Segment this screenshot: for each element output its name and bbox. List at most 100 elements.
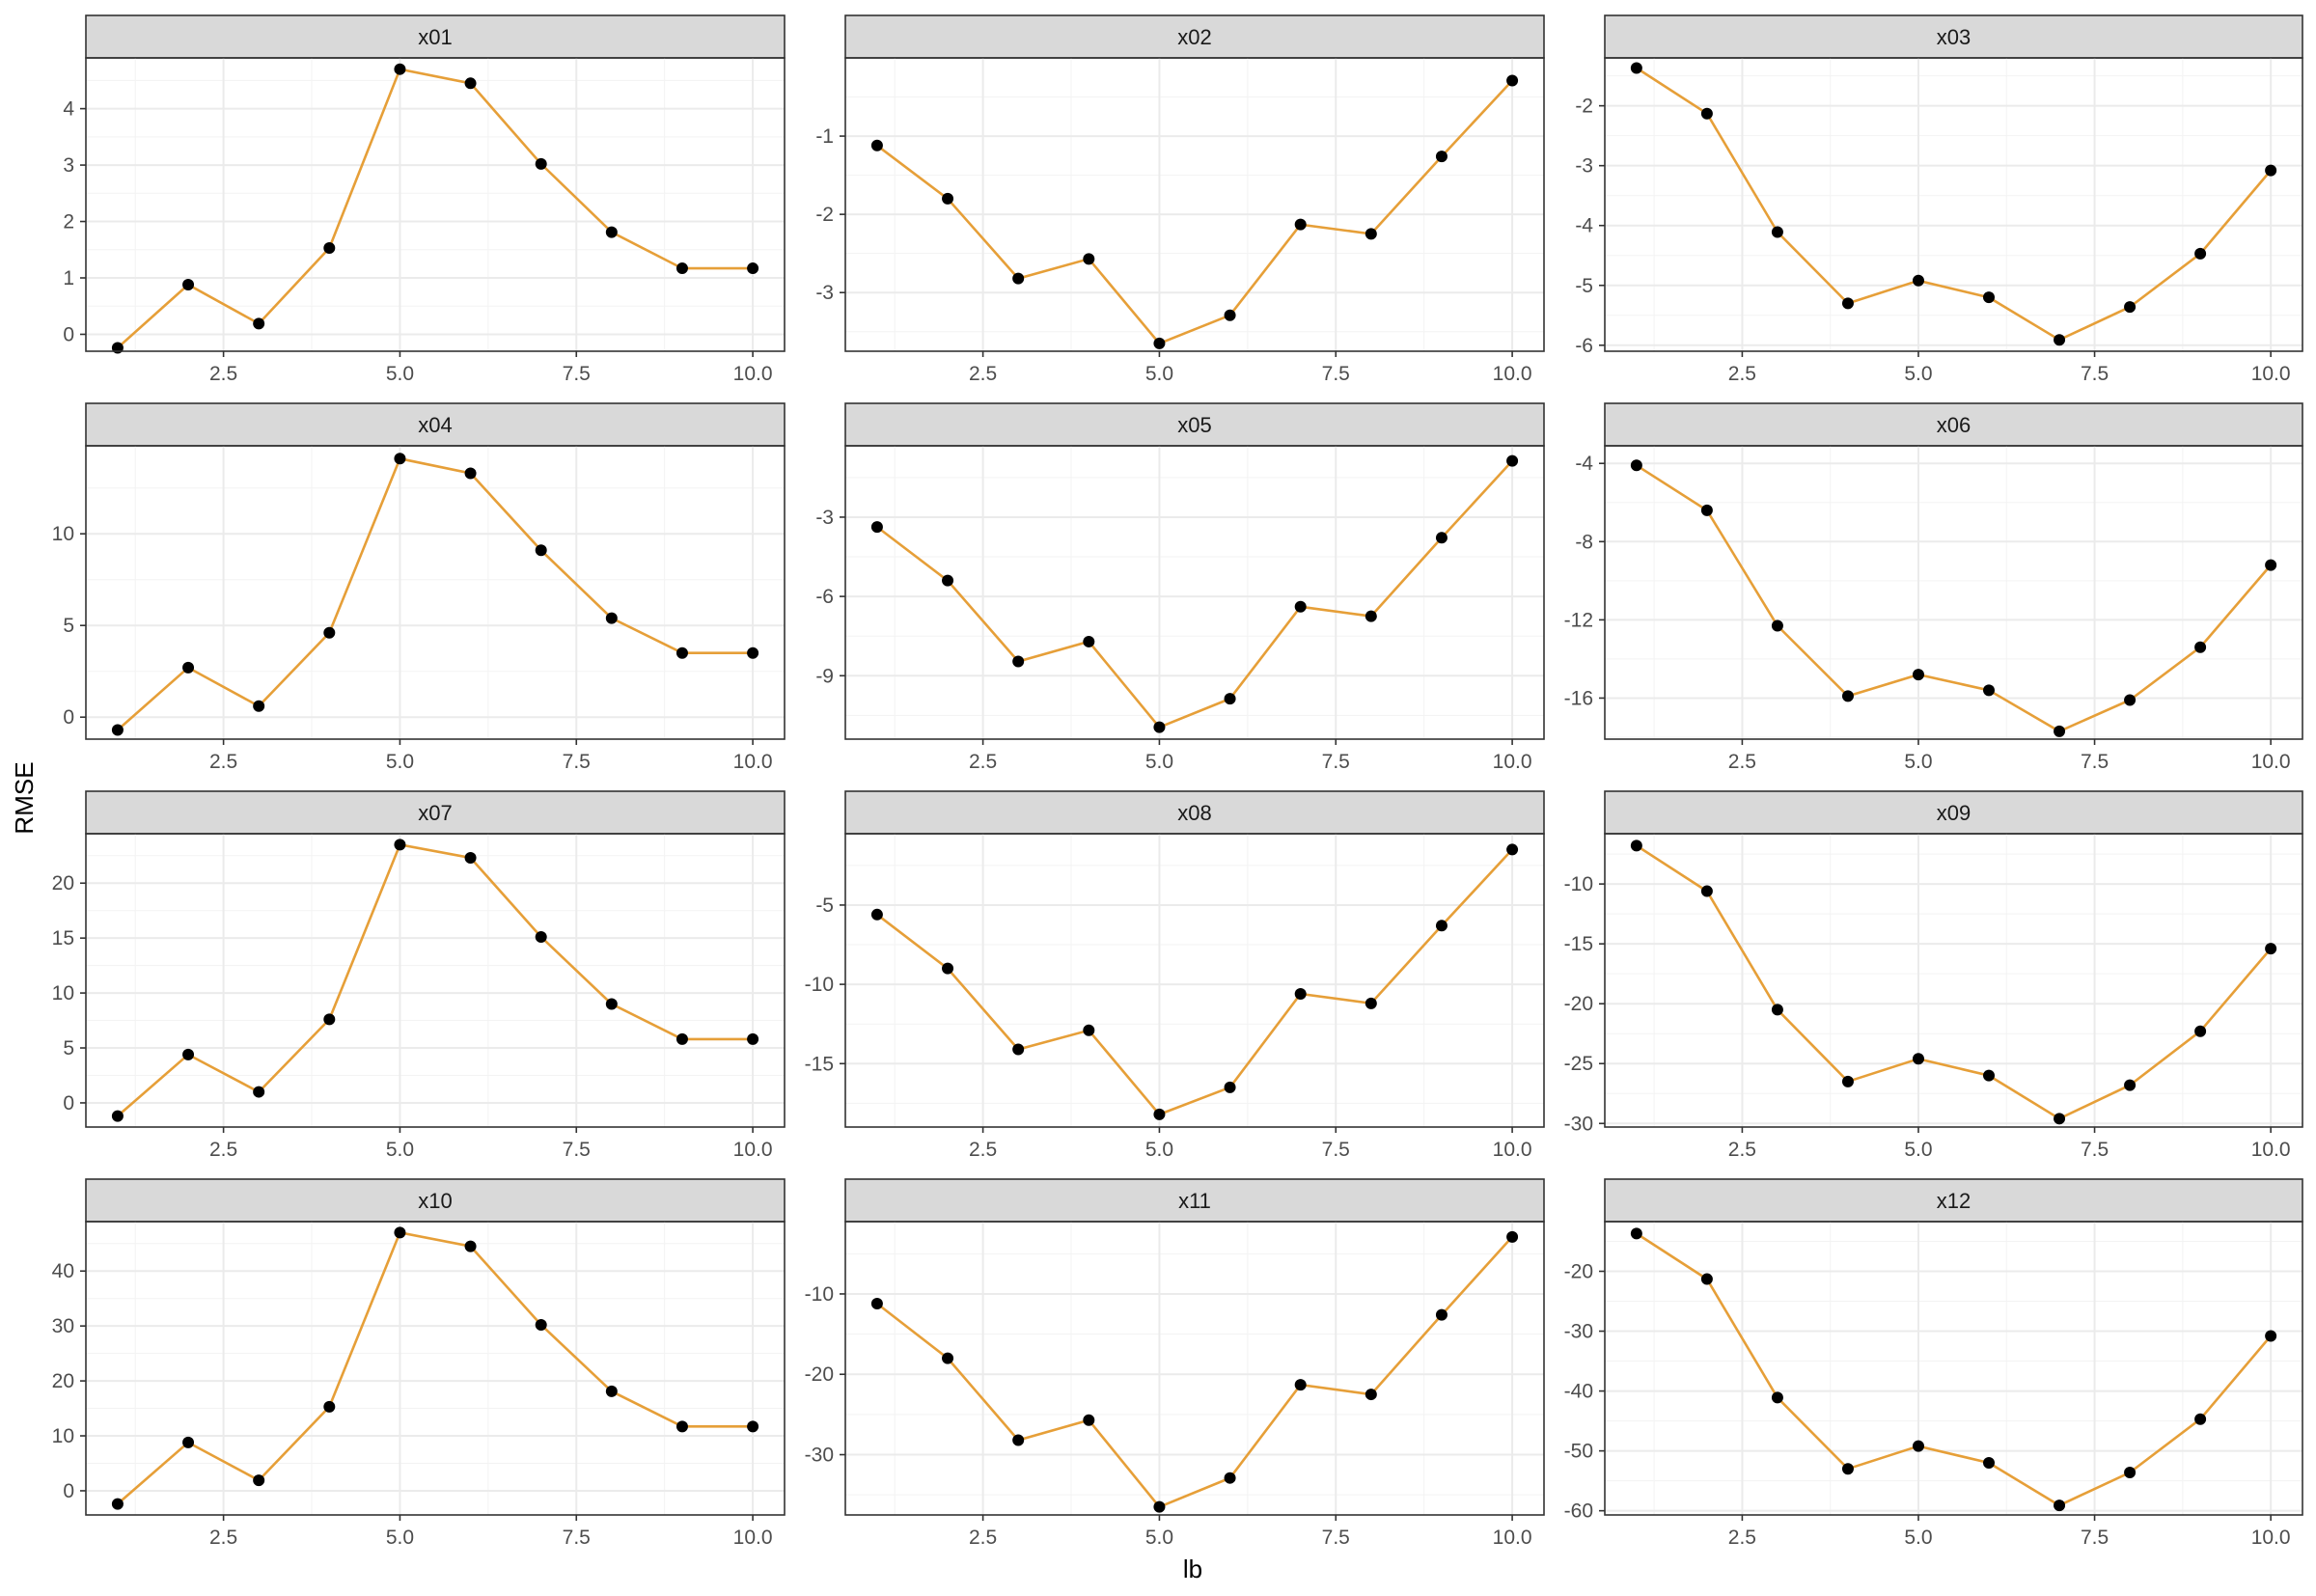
data-point bbox=[942, 962, 954, 975]
x-tick-label: 5.0 bbox=[386, 1527, 414, 1549]
data-point bbox=[1365, 228, 1377, 240]
y-tick-label: -30 bbox=[1564, 1321, 1593, 1343]
data-point bbox=[1153, 1500, 1166, 1513]
x-tick-label: 2.5 bbox=[209, 363, 237, 385]
series-line-x09 bbox=[1636, 844, 2273, 1120]
facet-panel-x03: x03 2.5 5.0 7.5 10.0 -6 -5 -4 -3 -2 bbox=[1575, 14, 2303, 385]
y-tick-label: 0 bbox=[63, 706, 74, 729]
series-line-x08 bbox=[876, 848, 1514, 1116]
data-point bbox=[942, 192, 954, 205]
y-tick-label: 3 bbox=[63, 154, 74, 177]
y-tick-label: 20 bbox=[52, 872, 74, 894]
data-point bbox=[464, 1240, 477, 1252]
data-point bbox=[2054, 334, 2066, 346]
data-point bbox=[1435, 532, 1448, 544]
facet-strip-label: x03 bbox=[1937, 25, 1971, 49]
data-point bbox=[323, 626, 336, 639]
data-point bbox=[535, 544, 547, 557]
y-tick-label: 40 bbox=[52, 1260, 74, 1282]
y-tick-label: -30 bbox=[805, 1445, 834, 1467]
data-point bbox=[2124, 1079, 2137, 1091]
data-point bbox=[2194, 247, 2207, 260]
facet-strip bbox=[85, 402, 786, 447]
data-point bbox=[111, 1110, 124, 1122]
data-point bbox=[1435, 920, 1448, 932]
data-point bbox=[182, 1436, 195, 1448]
y-tick-label: 0 bbox=[63, 1480, 74, 1502]
panel-border bbox=[85, 445, 786, 740]
x-tick-label: 5.0 bbox=[1904, 363, 1932, 385]
y-tick-label: 20 bbox=[52, 1370, 74, 1392]
facet-strip bbox=[1604, 402, 2303, 447]
data-point bbox=[253, 1474, 265, 1487]
panel-border bbox=[844, 445, 1545, 740]
data-point bbox=[1083, 1024, 1095, 1036]
x-tick-label: 7.5 bbox=[563, 751, 591, 773]
x-tick-label: 5.0 bbox=[1145, 1139, 1173, 1161]
x-tick-label: 5.0 bbox=[1145, 363, 1173, 385]
data-point bbox=[464, 77, 477, 90]
x-tick-label: 5.0 bbox=[1904, 751, 1932, 773]
facet-panel-x11: x11 2.5 5.0 7.5 10.0 -30 -20 -10 bbox=[805, 1178, 1545, 1549]
data-point bbox=[1841, 1463, 1854, 1475]
panel-border bbox=[844, 57, 1545, 352]
data-point bbox=[182, 661, 195, 674]
data-point bbox=[1435, 151, 1448, 163]
facet-strip bbox=[85, 790, 786, 835]
y-tick-label: -8 bbox=[1575, 531, 1593, 553]
data-point bbox=[870, 521, 883, 534]
x-tick-label: 10.0 bbox=[1493, 363, 1532, 385]
data-point bbox=[1630, 459, 1642, 472]
data-point bbox=[182, 279, 195, 291]
y-tick-label: -5 bbox=[1575, 275, 1593, 297]
panel-border bbox=[85, 1221, 786, 1516]
data-point bbox=[605, 226, 618, 238]
data-point bbox=[394, 63, 406, 75]
series-line-x12 bbox=[1636, 1232, 2273, 1507]
x-tick-label: 2.5 bbox=[209, 751, 237, 773]
facet-strip-label: x01 bbox=[418, 25, 452, 49]
data-point bbox=[1912, 1053, 1924, 1065]
data-point bbox=[1083, 253, 1095, 265]
x-tick-label: 5.0 bbox=[1145, 751, 1173, 773]
data-point bbox=[2124, 694, 2137, 706]
data-point bbox=[253, 317, 265, 330]
y-tick-label: -15 bbox=[805, 1053, 834, 1075]
y-tick-label: 10 bbox=[52, 982, 74, 1004]
x-tick-label: 5.0 bbox=[386, 363, 414, 385]
y-tick-label: 15 bbox=[52, 927, 74, 949]
x-tick-label: 5.0 bbox=[1904, 1527, 1932, 1549]
data-point bbox=[2194, 1025, 2207, 1037]
y-tick-label: -6 bbox=[815, 586, 834, 608]
data-point bbox=[394, 453, 406, 465]
data-point bbox=[870, 1297, 883, 1309]
data-point bbox=[1771, 619, 1783, 632]
y-tick-label: -6 bbox=[1575, 335, 1593, 357]
facet-panel-x06: x06 2.5 5.0 7.5 10.0 -16 -12 -8 -4 bbox=[1564, 402, 2303, 773]
y-tick-label: -20 bbox=[805, 1363, 834, 1386]
data-point bbox=[1365, 997, 1377, 1009]
series-line-x04 bbox=[117, 456, 754, 731]
data-point bbox=[870, 139, 883, 151]
x-tick-label: 10.0 bbox=[733, 751, 773, 773]
x-tick-label: 10.0 bbox=[2251, 751, 2291, 773]
facet-strip bbox=[85, 1178, 786, 1223]
facet-panel-x07: x07 2.5 5.0 7.5 10.0 0 5 10 15 20 bbox=[52, 790, 786, 1161]
data-point bbox=[111, 1498, 124, 1510]
data-point bbox=[1700, 885, 1713, 897]
facet-panel-x01: x01 2.5 5.0 7.5 10.0 0 1 2 3 4 bbox=[63, 14, 786, 385]
data-point bbox=[1771, 226, 1783, 238]
data-point bbox=[1983, 291, 1996, 304]
data-point bbox=[1983, 684, 1996, 697]
data-point bbox=[1912, 1440, 1924, 1452]
data-point bbox=[2265, 164, 2277, 177]
panel-border bbox=[85, 57, 786, 352]
x-tick-label: 7.5 bbox=[563, 363, 591, 385]
panel-border bbox=[844, 833, 1545, 1128]
x-tick-label: 10.0 bbox=[733, 1527, 773, 1549]
data-point bbox=[1365, 610, 1377, 622]
facet-strip bbox=[844, 402, 1545, 447]
facet-strip-label: x07 bbox=[418, 801, 452, 825]
x-axis-title: lb bbox=[1183, 1555, 1202, 1583]
